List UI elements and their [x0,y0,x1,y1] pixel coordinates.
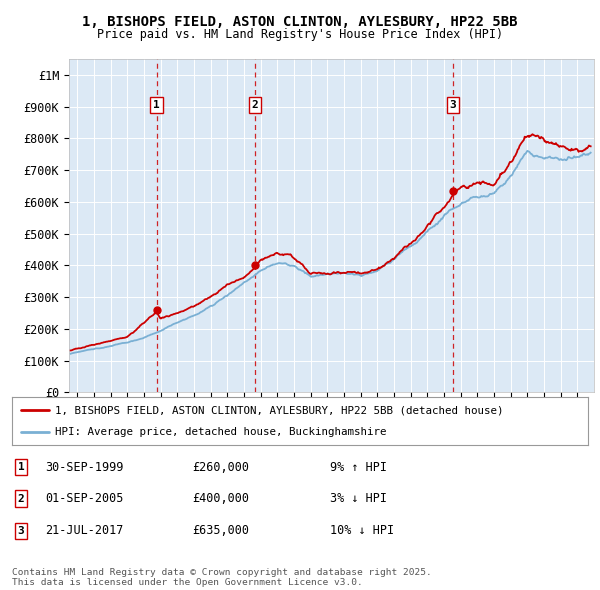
Text: 1, BISHOPS FIELD, ASTON CLINTON, AYLESBURY, HP22 5BB (detached house): 1, BISHOPS FIELD, ASTON CLINTON, AYLESBU… [55,405,504,415]
Text: 3: 3 [17,526,25,536]
Text: 21-JUL-2017: 21-JUL-2017 [45,525,124,537]
Text: 1: 1 [153,100,160,110]
Text: 01-SEP-2005: 01-SEP-2005 [45,492,124,505]
Text: 1: 1 [17,463,25,472]
Text: 3% ↓ HPI: 3% ↓ HPI [330,492,387,505]
Text: 2: 2 [17,494,25,503]
Text: 10% ↓ HPI: 10% ↓ HPI [330,525,394,537]
Text: 1, BISHOPS FIELD, ASTON CLINTON, AYLESBURY, HP22 5BB: 1, BISHOPS FIELD, ASTON CLINTON, AYLESBU… [82,15,518,29]
Text: Contains HM Land Registry data © Crown copyright and database right 2025.
This d: Contains HM Land Registry data © Crown c… [12,568,432,587]
Text: £400,000: £400,000 [192,492,249,505]
Text: HPI: Average price, detached house, Buckinghamshire: HPI: Average price, detached house, Buck… [55,427,387,437]
Text: £635,000: £635,000 [192,525,249,537]
Text: 30-SEP-1999: 30-SEP-1999 [45,461,124,474]
Text: 3: 3 [450,100,457,110]
Text: 9% ↑ HPI: 9% ↑ HPI [330,461,387,474]
Text: £260,000: £260,000 [192,461,249,474]
Text: Price paid vs. HM Land Registry's House Price Index (HPI): Price paid vs. HM Land Registry's House … [97,28,503,41]
Text: 2: 2 [252,100,259,110]
